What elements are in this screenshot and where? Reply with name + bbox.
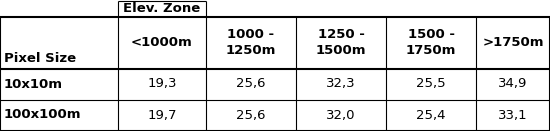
Text: >1750m: >1750m bbox=[482, 36, 544, 49]
Text: 10x10m: 10x10m bbox=[4, 78, 63, 91]
Text: 25,6: 25,6 bbox=[236, 108, 266, 121]
Text: 25,4: 25,4 bbox=[416, 108, 446, 121]
Text: Pixel Size: Pixel Size bbox=[4, 51, 76, 64]
Text: 19,3: 19,3 bbox=[147, 78, 177, 91]
Text: 33,1: 33,1 bbox=[498, 108, 528, 121]
Text: Elev. Zone: Elev. Zone bbox=[123, 2, 201, 15]
Text: 32,3: 32,3 bbox=[326, 78, 356, 91]
Text: 19,7: 19,7 bbox=[147, 108, 177, 121]
Text: 1000 -
1250m: 1000 - 1250m bbox=[226, 28, 276, 57]
Text: 34,9: 34,9 bbox=[498, 78, 527, 91]
Text: 100x100m: 100x100m bbox=[4, 108, 81, 121]
Text: 1250 -
1500m: 1250 - 1500m bbox=[316, 28, 366, 57]
Text: 32,0: 32,0 bbox=[326, 108, 356, 121]
Text: 25,6: 25,6 bbox=[236, 78, 266, 91]
Text: 25,5: 25,5 bbox=[416, 78, 446, 91]
Text: <1000m: <1000m bbox=[131, 36, 193, 49]
Text: 1500 -
1750m: 1500 - 1750m bbox=[406, 28, 456, 57]
